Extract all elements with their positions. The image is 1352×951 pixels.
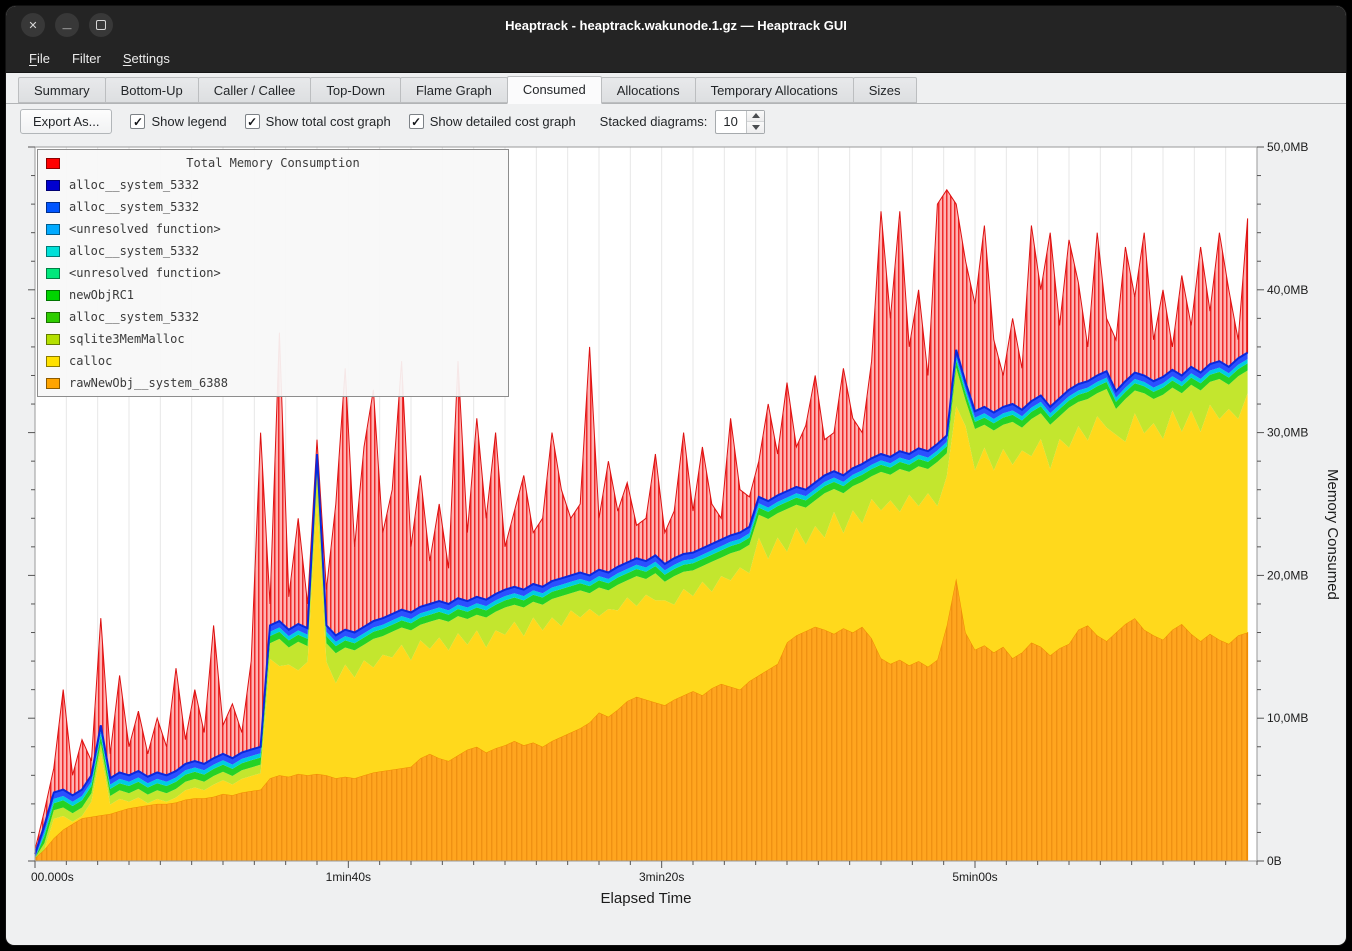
- menu-item-file[interactable]: File: [29, 50, 50, 66]
- legend-swatch-icon: [46, 179, 60, 191]
- svg-text:1min40s: 1min40s: [326, 870, 371, 884]
- svg-text:30,0MB: 30,0MB: [1267, 426, 1308, 440]
- legend-item: <unresolved function>: [38, 218, 508, 240]
- legend-swatch-icon: [46, 311, 60, 323]
- svg-text:00.000s: 00.000s: [31, 870, 74, 884]
- spinner-value: 10: [723, 114, 738, 129]
- menu-item-filter[interactable]: Filter: [71, 50, 101, 66]
- svg-text:0B: 0B: [1267, 854, 1282, 868]
- tab-flame-graph[interactable]: Flame Graph: [399, 77, 508, 103]
- window-controls: [21, 13, 113, 37]
- svg-text:50,0MB: 50,0MB: [1267, 140, 1308, 154]
- checkbox-label: Show detailed cost graph: [429, 114, 576, 129]
- legend-item: alloc__system_5332: [38, 306, 508, 328]
- svg-text:20,0MB: 20,0MB: [1267, 568, 1308, 582]
- legend-swatch-icon: [46, 333, 60, 345]
- legend-label: alloc__system_5332: [69, 178, 200, 192]
- tab-caller-callee[interactable]: Caller / Callee: [197, 77, 312, 103]
- legend-label: alloc__system_5332: [69, 200, 200, 214]
- menu-item-settings[interactable]: Settings: [122, 50, 170, 66]
- legend-item: calloc: [38, 350, 508, 372]
- legend-title-row: Total Memory Consumption: [38, 152, 508, 174]
- legend-label: alloc__system_5332: [69, 310, 200, 324]
- minimize-button[interactable]: [55, 13, 79, 37]
- checkbox-checked-icon: [244, 114, 260, 129]
- tab-bottom-up[interactable]: Bottom-Up: [104, 77, 199, 103]
- menu-bar: File Filter Settings: [6, 44, 1346, 73]
- checkbox-label: Show total cost graph: [265, 114, 391, 129]
- x-axis-title: Elapsed Time: [600, 890, 692, 907]
- checkbox-show-legend[interactable]: Show legend: [130, 114, 227, 129]
- legend-swatch-icon: [46, 377, 60, 389]
- legend-item: alloc__system_5332: [38, 240, 508, 262]
- checkbox-show-detailed-cost-graph[interactable]: Show detailed cost graph: [408, 114, 576, 129]
- legend-item: newObjRC1: [38, 284, 508, 306]
- legend-item: alloc__system_5332: [38, 196, 508, 218]
- legend-label: newObjRC1: [69, 288, 135, 302]
- legend-label: calloc: [69, 354, 113, 368]
- toolbar: Export As... Show legend Show total cost…: [6, 104, 1346, 139]
- legend-swatch-icon: [46, 201, 60, 213]
- legend-label: <unresolved function>: [69, 222, 221, 236]
- y-axis-title: Memory Consumed: [1324, 469, 1341, 600]
- chart-area: 00.000s 1min40s 3min20s 5min00s 0B 10,0MB 20,0…: [6, 139, 1346, 945]
- svg-text:40,0MB: 40,0MB: [1267, 283, 1308, 297]
- legend-swatch-icon: [46, 267, 60, 279]
- tab-temporary-allocations[interactable]: Temporary Allocations: [694, 77, 854, 103]
- legend-item: <unresolved function>: [38, 262, 508, 284]
- legend-label: alloc__system_5332: [69, 244, 200, 258]
- legend-item: rawNewObj__system_6388: [38, 372, 508, 394]
- export-as-button[interactable]: Export As...: [20, 109, 113, 134]
- legend-label: <unresolved function>: [69, 266, 221, 280]
- tab-bar: Summary Bottom-Up Caller / Callee Top-Down F…: [6, 73, 1346, 104]
- spinner-down-button[interactable]: [747, 122, 765, 133]
- checkbox-checked-icon: [408, 114, 424, 129]
- window-title: Heaptrack - heaptrack.wakunode.1.gz — He…: [505, 17, 847, 33]
- legend-swatch-icon: [46, 245, 60, 257]
- close-button[interactable]: [21, 13, 45, 37]
- tab-top-down[interactable]: Top-Down: [310, 77, 401, 103]
- legend-item: alloc__system_5332: [38, 174, 508, 196]
- chart-legend: Total Memory Consumption alloc__system_53…: [37, 149, 509, 397]
- legend-item: sqlite3MemMalloc: [38, 328, 508, 350]
- tab-allocations[interactable]: Allocations: [600, 77, 696, 103]
- legend-swatch-icon: [46, 355, 60, 367]
- memory-consumption-chart: 00.000s 1min40s 3min20s 5min00s 0B 10,0MB 20,0…: [28, 140, 1308, 884]
- svg-text:3min20s: 3min20s: [639, 870, 684, 884]
- checkbox-show-total-cost-graph[interactable]: Show total cost graph: [244, 114, 391, 129]
- legend-swatch-icon: [46, 157, 60, 169]
- stacked-diagrams-label: Stacked diagrams:: [599, 114, 708, 129]
- maximize-button[interactable]: [89, 13, 113, 37]
- legend-label: rawNewObj__system_6388: [69, 376, 228, 390]
- legend-label: Total Memory Consumption: [186, 156, 360, 170]
- svg-text:10,0MB: 10,0MB: [1267, 711, 1308, 725]
- checkbox-label: Show legend: [151, 114, 227, 129]
- svg-text:5min00s: 5min00s: [952, 870, 997, 884]
- legend-swatch-icon: [46, 223, 60, 235]
- checkbox-checked-icon: [130, 114, 146, 129]
- tab-consumed[interactable]: Consumed: [506, 76, 602, 104]
- chevron-up-icon: [751, 113, 760, 119]
- chevron-down-icon: [751, 124, 760, 130]
- heaptrack-window: Heaptrack - heaptrack.wakunode.1.gz — He…: [6, 6, 1346, 945]
- tab-sizes[interactable]: Sizes: [852, 77, 917, 103]
- spinner-up-button[interactable]: [747, 110, 765, 122]
- legend-swatch-icon: [46, 289, 60, 301]
- stacked-diagrams-spinner[interactable]: 10: [715, 109, 766, 134]
- legend-label: sqlite3MemMalloc: [69, 332, 185, 346]
- title-bar: Heaptrack - heaptrack.wakunode.1.gz — He…: [6, 6, 1346, 44]
- tab-summary[interactable]: Summary: [18, 77, 106, 103]
